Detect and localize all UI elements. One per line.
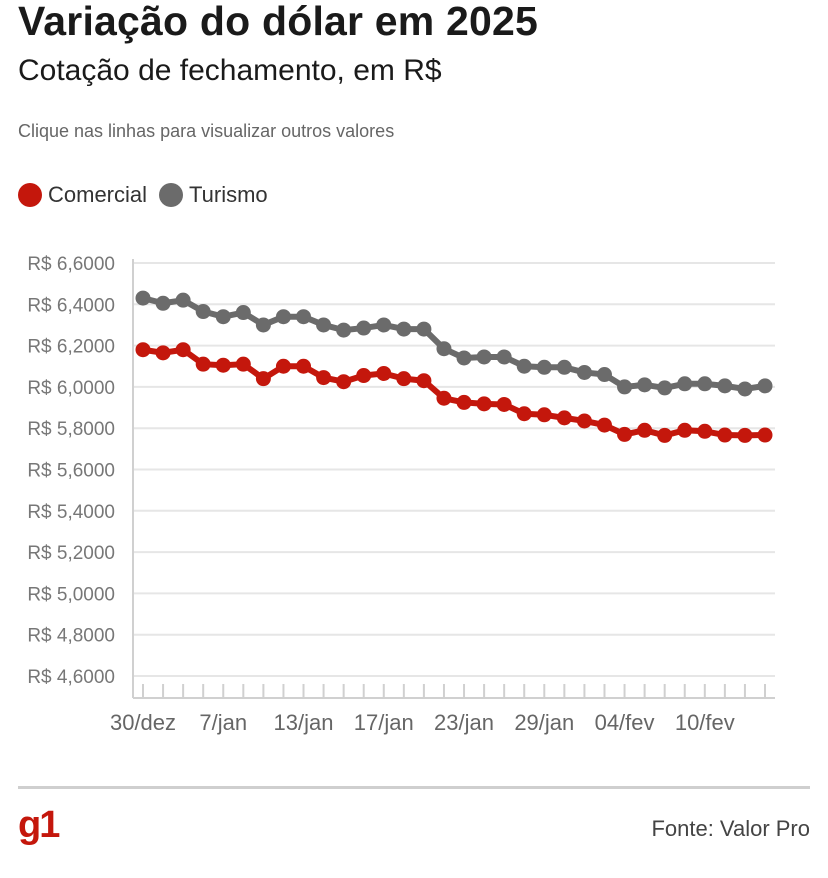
data-point-comercial[interactable]	[717, 427, 733, 443]
data-point-turismo[interactable]	[175, 292, 191, 308]
footer-divider	[18, 786, 810, 789]
data-point-turismo[interactable]	[717, 378, 733, 394]
data-point-turismo[interactable]	[516, 358, 532, 374]
data-point-comercial[interactable]	[496, 396, 512, 412]
data-point-comercial[interactable]	[677, 422, 693, 438]
source-credit: Fonte: Valor Pro	[651, 816, 810, 841]
g1-logo: g1	[18, 804, 60, 846]
data-point-turismo[interactable]	[576, 364, 592, 380]
x-tick-label: 10/fev	[675, 710, 735, 735]
chart-title: Variação do dólar em 2025	[18, 0, 539, 44]
data-point-comercial[interactable]	[235, 356, 251, 372]
data-point-comercial[interactable]	[757, 427, 773, 443]
y-tick-label: R$ 5,0000	[27, 584, 115, 605]
data-point-comercial[interactable]	[617, 426, 633, 442]
data-point-comercial[interactable]	[657, 427, 673, 443]
data-point-turismo[interactable]	[336, 322, 352, 338]
y-tick-label: R$ 6,0000	[27, 378, 115, 399]
data-point-turismo[interactable]	[416, 321, 432, 337]
data-point-turismo[interactable]	[255, 317, 271, 333]
legend-label-turismo: Turismo	[189, 182, 268, 207]
data-point-turismo[interactable]	[637, 377, 653, 393]
data-point-turismo[interactable]	[536, 359, 552, 375]
chart-hint: Clique nas linhas para visualizar outros…	[18, 121, 395, 141]
data-point-turismo[interactable]	[496, 349, 512, 365]
data-point-turismo[interactable]	[296, 309, 312, 325]
y-tick-label: R$ 5,6000	[27, 461, 115, 482]
x-tick-label: 04/fev	[595, 710, 655, 735]
data-point-turismo[interactable]	[617, 379, 633, 395]
y-tick-label: R$ 6,4000	[27, 295, 115, 316]
legend-dot-comercial	[18, 183, 42, 207]
legend-item-comercial[interactable]: Comercial	[18, 182, 147, 208]
data-point-comercial[interactable]	[476, 396, 492, 412]
data-point-comercial[interactable]	[316, 370, 332, 386]
data-point-turismo[interactable]	[657, 380, 673, 396]
x-tick-label: 30/dez	[110, 710, 176, 735]
x-tick-label: 13/jan	[274, 710, 334, 735]
x-tick-label: 23/jan	[434, 710, 494, 735]
y-tick-label: R$ 6,2000	[27, 337, 115, 358]
data-point-comercial[interactable]	[356, 368, 372, 384]
data-point-comercial[interactable]	[396, 371, 412, 387]
data-point-comercial[interactable]	[576, 413, 592, 429]
y-tick-label: R$ 4,6000	[27, 667, 115, 688]
x-tick-label: 29/jan	[514, 710, 574, 735]
data-point-turismo[interactable]	[436, 341, 452, 357]
data-point-comercial[interactable]	[697, 423, 713, 439]
data-point-turismo[interactable]	[396, 321, 412, 337]
data-point-comercial[interactable]	[436, 390, 452, 406]
line-chart: R$ 4,6000 R$ 4,8000 R$ 5,0000 R$ 5,2000 R$ 5…	[27, 254, 775, 735]
data-point-turismo[interactable]	[316, 317, 332, 333]
data-point-comercial[interactable]	[135, 342, 151, 358]
data-point-turismo[interactable]	[356, 320, 372, 336]
data-point-turismo[interactable]	[757, 378, 773, 394]
data-point-turismo[interactable]	[275, 309, 291, 325]
data-point-turismo[interactable]	[697, 376, 713, 392]
data-point-turismo[interactable]	[737, 381, 753, 397]
data-point-comercial[interactable]	[637, 422, 653, 438]
data-point-turismo[interactable]	[215, 309, 231, 325]
data-point-turismo[interactable]	[135, 290, 151, 306]
data-point-turismo[interactable]	[677, 376, 693, 392]
data-point-comercial[interactable]	[536, 407, 552, 423]
data-point-comercial[interactable]	[275, 358, 291, 374]
y-tick-label: R$ 4,8000	[27, 626, 115, 647]
legend-label-comercial: Comercial	[48, 182, 148, 207]
y-tick-label: R$ 5,2000	[27, 543, 115, 564]
data-point-turismo[interactable]	[596, 367, 612, 383]
data-point-comercial[interactable]	[516, 406, 532, 422]
data-point-turismo[interactable]	[476, 349, 492, 365]
data-point-comercial[interactable]	[175, 342, 191, 358]
data-point-comercial[interactable]	[255, 371, 271, 387]
y-tick-label: R$ 5,8000	[27, 419, 115, 440]
data-point-turismo[interactable]	[155, 295, 171, 311]
data-point-comercial[interactable]	[195, 356, 211, 372]
data-point-comercial[interactable]	[376, 365, 392, 381]
chart-legend: Comercial Turismo	[18, 182, 280, 208]
data-point-comercial[interactable]	[215, 357, 231, 373]
data-point-comercial[interactable]	[456, 394, 472, 410]
x-tick-label: 7/jan	[199, 710, 247, 735]
chart-subtitle: Cotação de fechamento, em R$	[18, 54, 442, 87]
data-point-comercial[interactable]	[416, 373, 432, 389]
y-tick-label: R$ 6,6000	[27, 254, 115, 275]
legend-dot-turismo	[159, 183, 184, 207]
legend-item-turismo[interactable]: Turismo	[159, 182, 268, 208]
data-point-turismo[interactable]	[235, 305, 251, 321]
data-point-turismo[interactable]	[195, 304, 211, 320]
data-point-comercial[interactable]	[596, 417, 612, 433]
data-point-comercial[interactable]	[737, 427, 753, 443]
data-point-turismo[interactable]	[556, 359, 572, 375]
x-tick-label: 17/jan	[354, 710, 414, 735]
data-point-comercial[interactable]	[556, 410, 572, 426]
y-tick-label: R$ 5,4000	[27, 502, 115, 523]
data-point-comercial[interactable]	[336, 374, 352, 390]
data-point-turismo[interactable]	[456, 350, 472, 366]
data-point-comercial[interactable]	[155, 345, 171, 361]
data-point-comercial[interactable]	[296, 358, 312, 374]
data-point-turismo[interactable]	[376, 317, 392, 333]
